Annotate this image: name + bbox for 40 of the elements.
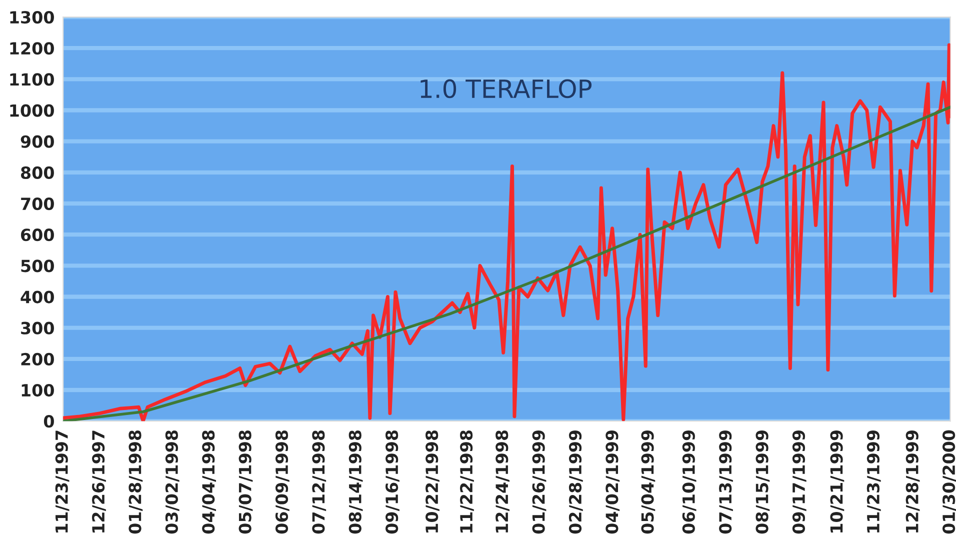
x-tick-label: 03/02/1998 <box>165 430 180 534</box>
x-tick-label: 09/16/1998 <box>386 430 400 534</box>
x-tick-label: 01/26/1999 <box>532 430 546 534</box>
y-tick-label: 700 <box>21 197 54 210</box>
y-tick-label: 800 <box>20 166 54 179</box>
annotation: 1.0 TERAFLOP <box>420 79 592 98</box>
x-tick-label: 01/30/2000 <box>942 430 956 534</box>
y-tick-label: 400 <box>20 290 54 304</box>
y-tick-label: 900 <box>20 135 54 148</box>
x-tick-label: 08/15/1999 <box>756 430 770 534</box>
x-tick-label: 12/24/1998 <box>496 430 510 532</box>
y-tick-label: 1000 <box>10 104 54 117</box>
x-tick-label: 05/04/1999 <box>641 430 656 534</box>
x-tick-label: 09/17/1999 <box>792 430 806 534</box>
x-tick-label: 04/02/1999 <box>606 430 620 534</box>
y-tick-label: 200 <box>21 352 54 366</box>
x-tick-label: 07/13/1999 <box>719 430 733 534</box>
x-tick-label: 02/28/1999 <box>568 430 583 534</box>
y-tick-label: 300 <box>21 322 54 334</box>
x-tick-label: 06/10/1999 <box>682 430 696 534</box>
x-tick-label: 07/12/1998 <box>312 430 326 534</box>
x-tick-label: 08/14/1998 <box>348 430 363 534</box>
y-tick-label: 500 <box>21 260 54 272</box>
y-tick-label: 100 <box>22 384 54 397</box>
x-tick-label: 05/07/1998 <box>238 430 253 534</box>
x-tick-label: 12/28/1999 <box>906 430 920 532</box>
x-tick-label: 11/23/1999 <box>866 430 881 532</box>
y-tick-label: 1200 <box>10 42 54 55</box>
x-tick-label: 11/23/1997 <box>55 430 70 532</box>
y-tick-label: 600 <box>21 228 54 242</box>
x-tick-label: 06/09/1998 <box>275 430 290 534</box>
x-tick-label: 10/22/1998 <box>426 430 440 532</box>
x-tick-label: 04/04/1998 <box>202 430 216 534</box>
y-tick-label: 1100 <box>10 73 54 86</box>
x-tick-label: 10/21/1999 <box>830 430 844 532</box>
x-tick-label: 11/22/1998 <box>460 430 474 532</box>
x-tick-label: 12/26/1997 <box>92 430 106 532</box>
x-tick-label: 01/28/1998 <box>128 430 143 534</box>
y-tick-label: 1300 <box>10 10 54 24</box>
y-tick-label: 0 <box>44 415 54 428</box>
